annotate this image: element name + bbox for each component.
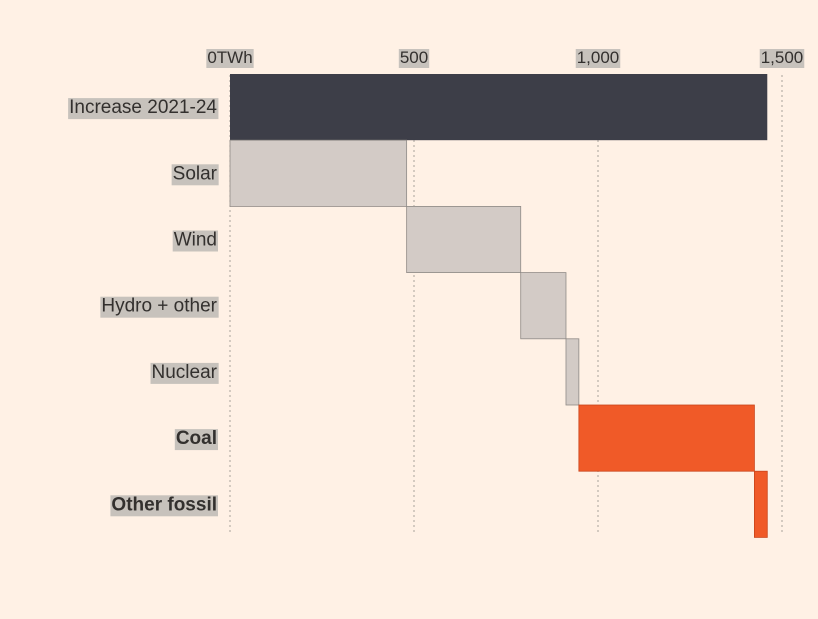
- x-tick-label: 0TWh: [207, 48, 252, 67]
- label-highlight: [575, 49, 621, 68]
- category-label: Wind: [174, 230, 217, 251]
- label-highlight: [206, 49, 254, 68]
- x-tick-label: 1,500: [761, 48, 804, 67]
- x-tick-label: 1,000: [577, 48, 620, 67]
- label-highlight: [100, 296, 219, 318]
- label-highlight: [150, 362, 219, 384]
- label-highlight: [68, 98, 219, 120]
- label-highlight: [398, 49, 430, 68]
- x-tick-label: 500: [400, 48, 428, 67]
- category-label: Other fossil: [111, 494, 217, 515]
- bar-coal: [578, 404, 755, 472]
- category-label: Hydro + other: [101, 296, 217, 317]
- bar-hydro-other: [520, 272, 567, 340]
- bar-increase-2021-24: [230, 74, 768, 141]
- bar-wind: [406, 205, 522, 273]
- label-highlight: [171, 164, 219, 186]
- label-highlight: [174, 429, 218, 451]
- bar-solar: [229, 139, 408, 207]
- bar-nuclear: [565, 338, 580, 406]
- bar-other-fossil: [754, 470, 768, 538]
- category-label: Coal: [176, 428, 217, 449]
- category-label: Nuclear: [152, 362, 218, 383]
- label-highlight: [759, 49, 805, 68]
- label-highlight: [110, 495, 218, 517]
- label-highlight: [172, 230, 218, 252]
- category-label: Increase 2021-24: [69, 97, 217, 118]
- category-label: Solar: [173, 163, 218, 184]
